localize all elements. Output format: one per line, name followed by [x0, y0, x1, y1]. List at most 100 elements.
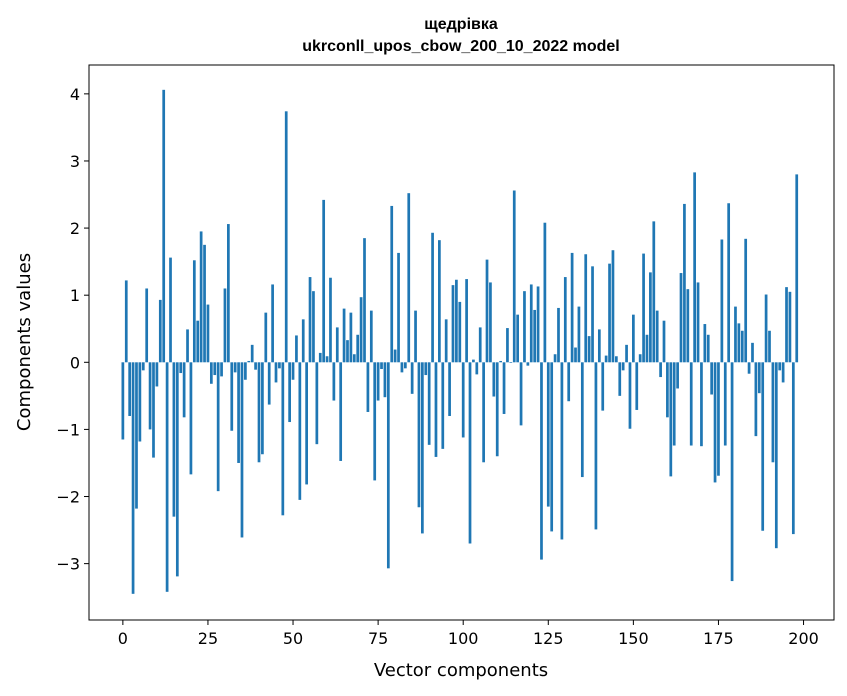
- bar-component-60: [325, 356, 329, 363]
- x-axis-ticks: 0 25 50 75 100 125 150 175 200: [118, 620, 819, 648]
- bar-component-79: [390, 205, 394, 363]
- bar-component-45: [274, 362, 278, 383]
- bar-component-31: [227, 224, 230, 363]
- bar-component-139: [594, 362, 598, 530]
- bar-component-178: [727, 203, 731, 363]
- bar-component-43: [267, 362, 271, 405]
- bar-component-132: [570, 252, 574, 363]
- bar-component-164: [679, 273, 683, 363]
- bar-component-166: [686, 289, 690, 363]
- bar-component-103: [472, 359, 475, 363]
- bar-component-182: [740, 330, 744, 363]
- bar-component-96: [448, 362, 451, 416]
- bar-component-56: [312, 291, 315, 363]
- bar-component-123: [540, 362, 543, 560]
- bar-component-78: [386, 362, 390, 569]
- bar-component-93: [438, 240, 441, 363]
- bar-component-48: [284, 111, 288, 363]
- bar-component-7: [145, 288, 149, 363]
- bar-component-148: [625, 344, 628, 363]
- bar-component-134: [577, 306, 581, 363]
- bar-component-191: [771, 362, 775, 463]
- bar-component-165: [683, 203, 686, 363]
- bar-component-66: [346, 340, 349, 363]
- bar-component-75: [376, 362, 380, 401]
- bar-component-105: [478, 327, 482, 363]
- bar-component-174: [713, 362, 717, 483]
- bar-component-193: [778, 362, 782, 371]
- bar-component-47: [281, 362, 285, 516]
- bar-component-42: [264, 312, 268, 363]
- bar-component-37: [247, 360, 251, 363]
- bar-component-49: [288, 362, 291, 423]
- bar-component-136: [584, 254, 588, 363]
- bar-component-172: [706, 334, 710, 363]
- plot-frame: [88, 64, 835, 621]
- bar-component-15: [172, 362, 176, 517]
- bar-component-141: [601, 362, 605, 411]
- bar-component-77: [383, 362, 387, 398]
- bar-component-63: [335, 327, 339, 363]
- bar-component-67: [349, 312, 353, 363]
- bar-component-94: [441, 362, 445, 449]
- bar-component-127: [553, 354, 557, 363]
- bar-component-71: [363, 238, 366, 363]
- bar-component-54: [305, 362, 308, 485]
- bar-component-188: [761, 362, 765, 531]
- bar-component-171: [703, 324, 707, 363]
- bar-component-126: [550, 362, 554, 532]
- bar-component-159: [662, 320, 666, 363]
- bar-component-163: [676, 362, 679, 389]
- bar-component-68: [352, 354, 356, 363]
- bar-component-73: [369, 310, 373, 363]
- bar-component-9: [152, 362, 155, 458]
- bar-component-28: [216, 362, 220, 492]
- bar-component-118: [523, 291, 526, 363]
- bar-component-157: [655, 310, 659, 363]
- bar-component-51: [295, 335, 298, 363]
- bar-component-190: [768, 330, 771, 363]
- bar-component-11: [158, 299, 162, 363]
- bar-component-6: [141, 362, 145, 371]
- bars-group: [121, 89, 799, 594]
- bar-component-29: [220, 362, 223, 377]
- bar-component-187: [757, 362, 761, 394]
- bar-component-36: [244, 362, 247, 380]
- bar-component-53: [301, 319, 305, 363]
- bar-component-40: [257, 362, 261, 463]
- chart-title-line2: ukrconll_upos_cbow_200_10_2022 model: [302, 38, 619, 55]
- bar-component-44: [271, 284, 274, 363]
- bar-component-106: [482, 362, 485, 463]
- bar-component-183: [744, 238, 748, 363]
- bar-component-76: [380, 362, 383, 370]
- bar-component-84: [407, 193, 411, 363]
- bar-component-85: [410, 362, 414, 394]
- x-tick-label: 25: [198, 629, 218, 648]
- bar-component-185: [751, 342, 754, 363]
- bar-component-119: [526, 362, 530, 366]
- bar-component-112: [502, 362, 506, 414]
- bar-component-35: [240, 362, 244, 538]
- bar-component-13: [165, 362, 169, 592]
- x-tick-label: 75: [368, 629, 388, 648]
- bar-component-81: [397, 252, 400, 363]
- bar-component-90: [427, 362, 431, 445]
- bar-component-180: [734, 306, 737, 363]
- bar-component-124: [543, 222, 547, 363]
- bar-component-62: [332, 362, 336, 401]
- bar-component-186: [754, 362, 758, 437]
- bar-component-69: [356, 334, 360, 363]
- bar-component-154: [645, 334, 649, 363]
- bar-component-98: [455, 279, 458, 363]
- bar-component-122: [536, 286, 540, 363]
- bar-component-33: [233, 362, 237, 373]
- bar-component-194: [781, 362, 785, 383]
- bar-component-74: [373, 362, 377, 481]
- bar-component-144: [611, 250, 615, 363]
- bar-component-192: [774, 362, 778, 549]
- bar-component-156: [652, 221, 656, 363]
- bar-component-24: [203, 244, 206, 363]
- bar-component-114: [509, 362, 513, 363]
- bar-component-197: [791, 362, 795, 535]
- bar-component-80: [393, 349, 397, 363]
